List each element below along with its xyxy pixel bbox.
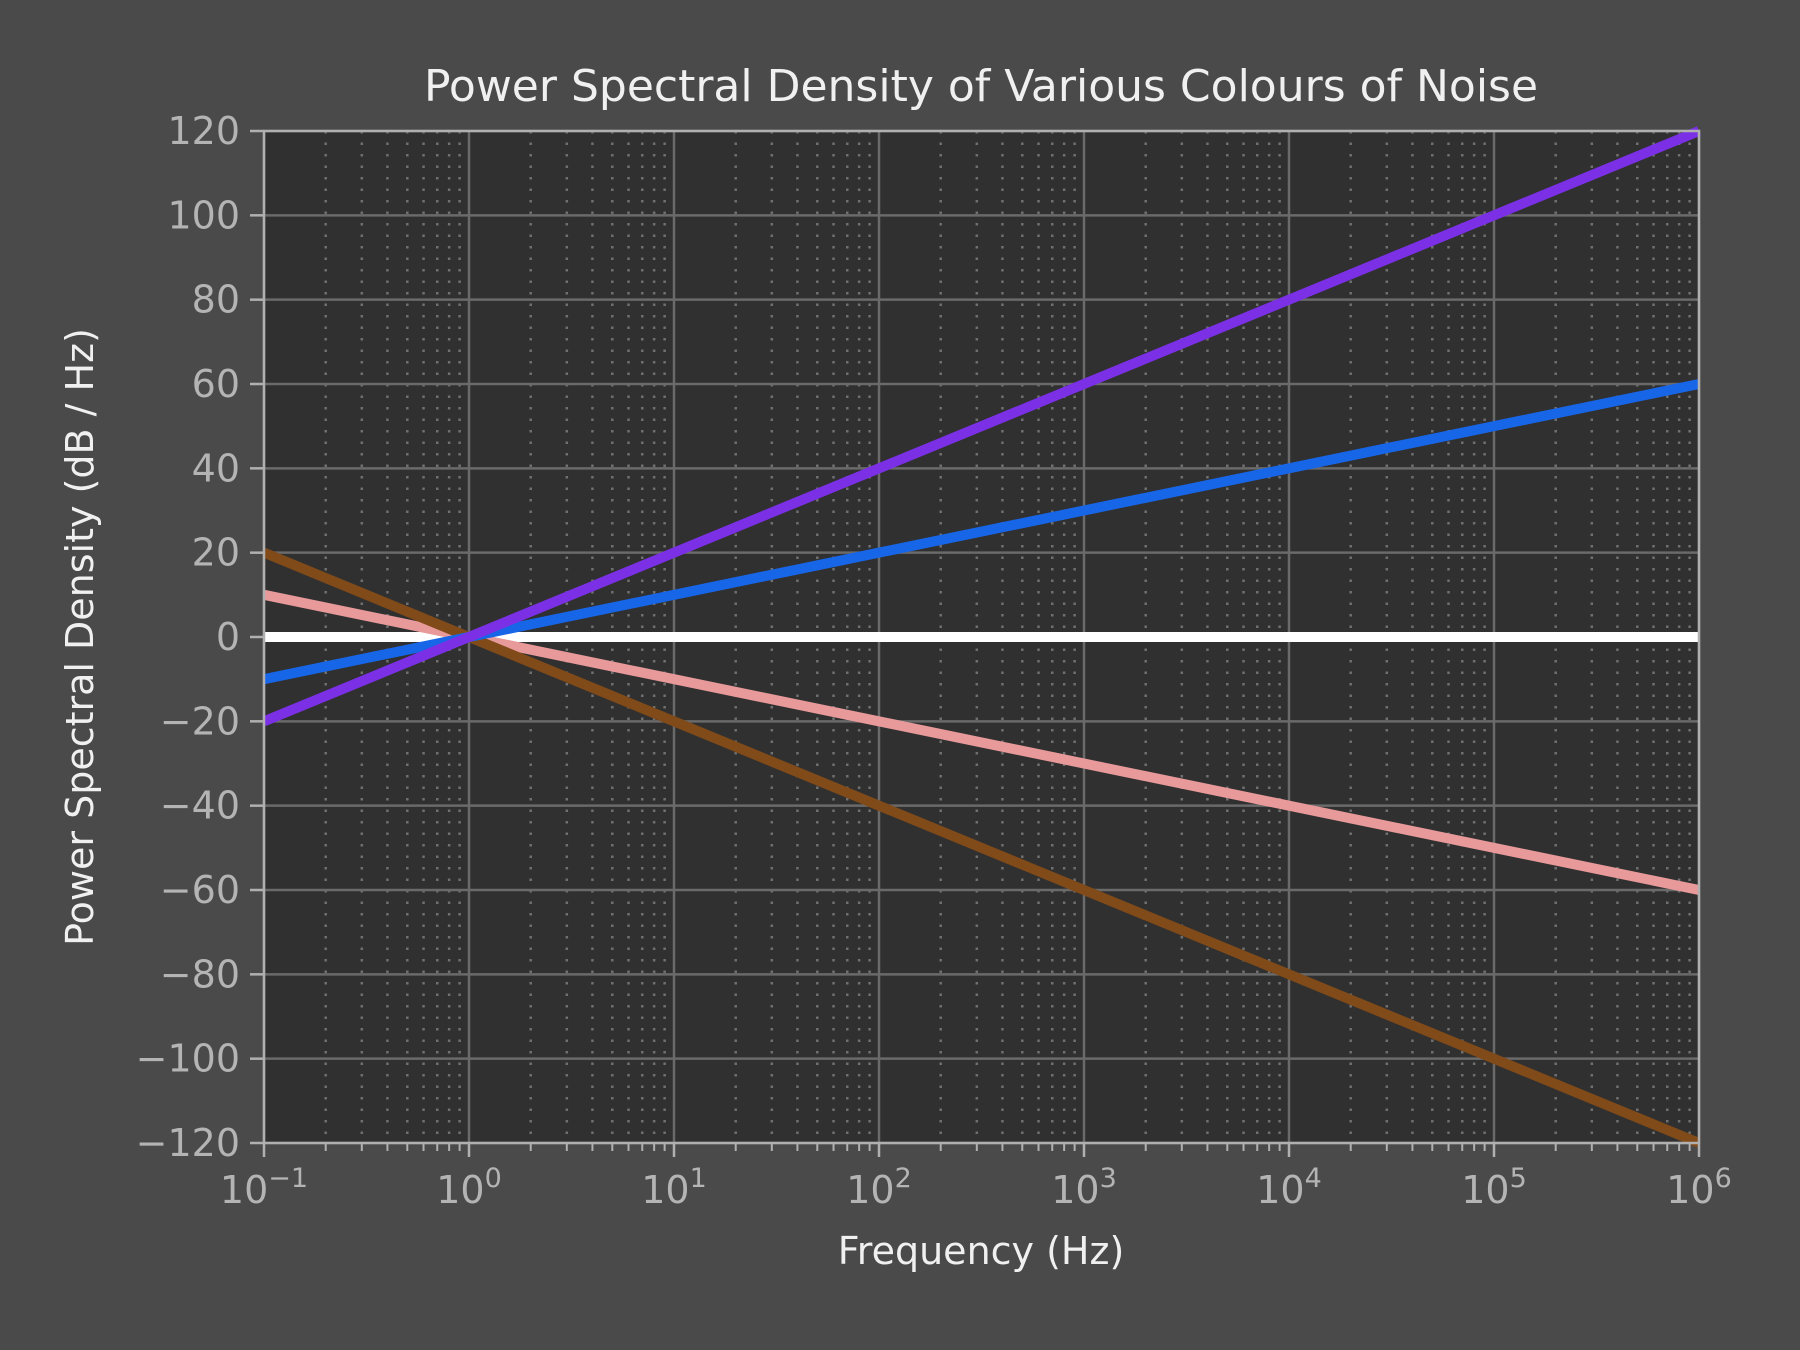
ticks: 10−1 100 101 102 103 104 105 106 −120 −100 −80 −60 −… [136,109,1732,1212]
x-tick-label: 102 [846,1163,912,1212]
x-tick-label: 100 [436,1163,502,1212]
y-tick-label: 0 [216,615,240,659]
series-lines [262,126,1701,1148]
y-tick-label: −120 [136,1121,240,1165]
x-tick-label: 106 [1666,1163,1732,1212]
y-tick-label: 120 [167,109,240,153]
y-tick-label: 20 [192,531,240,575]
y-tick-label: −80 [160,952,240,996]
y-tick-label: −20 [160,699,240,743]
y-tick-label: −100 [136,1037,240,1081]
x-tick-label: 103 [1051,1163,1117,1212]
y-tick-label: −40 [160,784,240,828]
y-tick-label: 40 [192,446,240,490]
y-axis-label: Power Spectral Density (dB / Hz) [58,328,102,946]
x-tick-label: 105 [1461,1163,1527,1212]
series-line-3 [262,379,1701,685]
y-tick-label: 100 [167,193,240,237]
x-tick-label: 101 [641,1163,707,1212]
series-line-2 [262,548,1701,1148]
y-tick-label: 80 [192,278,240,322]
series-line-1 [262,589,1701,895]
y-tick-label: −60 [160,868,240,912]
x-tick-label: 10−1 [220,1163,308,1212]
x-axis-label: Frequency (Hz) [838,1229,1125,1273]
series-line-4 [262,126,1701,726]
chart-title: Power Spectral Density of Various Colour… [424,61,1538,112]
x-tick-label: 104 [1256,1163,1322,1212]
y-tick-label: 60 [192,362,240,406]
